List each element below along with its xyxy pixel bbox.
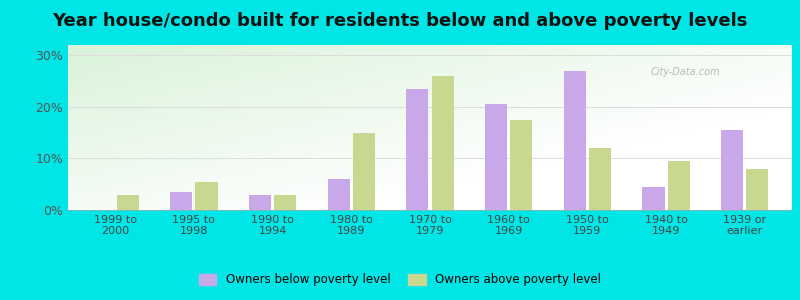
Text: City-Data.com: City-Data.com xyxy=(650,67,720,77)
Bar xyxy=(406,89,429,210)
Bar xyxy=(746,169,768,210)
Bar xyxy=(353,133,375,210)
Bar xyxy=(485,104,507,210)
Text: Year house/condo built for residents below and above poverty levels: Year house/condo built for residents bel… xyxy=(52,12,748,30)
Bar xyxy=(589,148,611,210)
Bar xyxy=(249,194,271,210)
Bar xyxy=(274,194,296,210)
Bar xyxy=(195,182,218,210)
Bar xyxy=(510,120,532,210)
Bar xyxy=(721,130,743,210)
Bar xyxy=(328,179,350,210)
Bar xyxy=(117,194,139,210)
Legend: Owners below poverty level, Owners above poverty level: Owners below poverty level, Owners above… xyxy=(194,269,606,291)
Bar xyxy=(170,192,192,210)
Bar xyxy=(564,71,586,210)
Bar xyxy=(642,187,665,210)
Bar xyxy=(431,76,454,210)
Bar xyxy=(668,161,690,210)
